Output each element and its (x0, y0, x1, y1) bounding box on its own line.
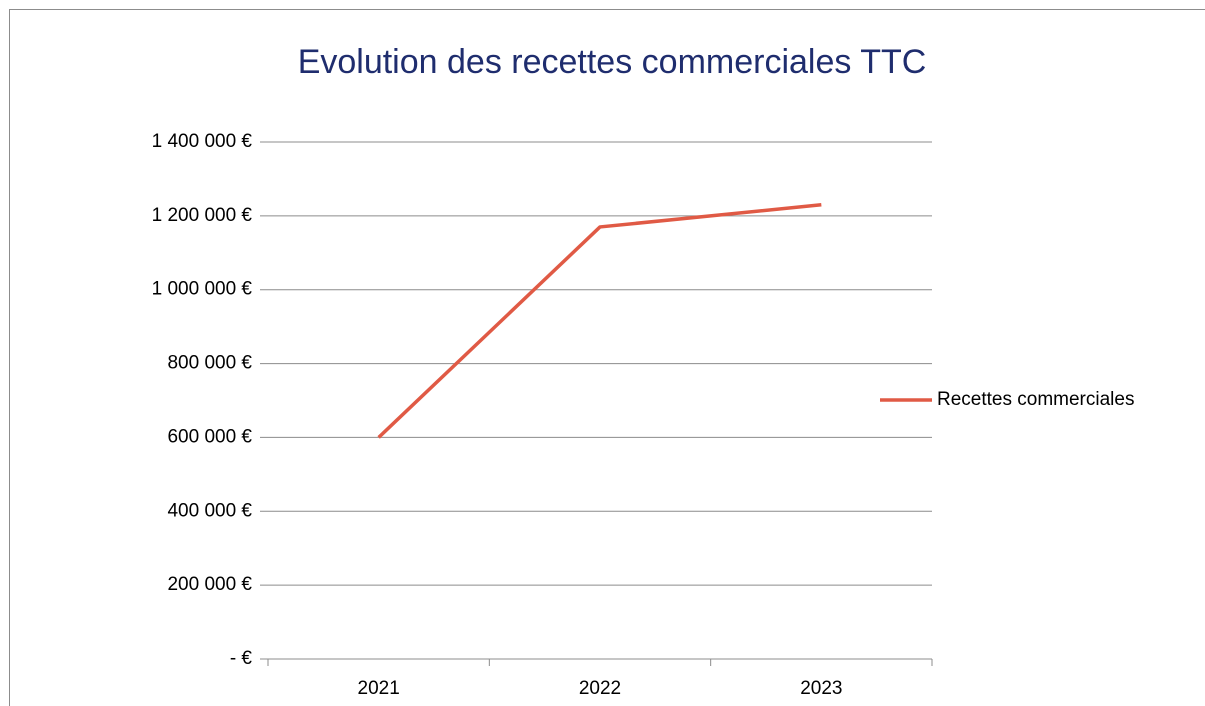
chart-border (9, 9, 1205, 706)
x-tick-label: 2021 (358, 678, 400, 699)
data-line (377, 203, 822, 439)
y-tick-label: 800 000 € (167, 353, 252, 374)
y-tick-label: 1 200 000 € (152, 205, 253, 226)
y-tick-label: 600 000 € (167, 426, 252, 447)
legend-label: Recettes commerciales (937, 389, 1134, 410)
x-tick-label: 2023 (800, 678, 842, 699)
y-tick-label: 200 000 € (167, 574, 252, 595)
y-tick-label: 1 000 000 € (152, 279, 253, 300)
chart-title: Evolution des recettes commerciales TTC (298, 43, 927, 81)
x-tick-label: 2022 (579, 678, 621, 699)
y-tick-label: 400 000 € (167, 500, 252, 521)
y-tick-label: 1 400 000 € (152, 131, 253, 152)
y-tick-label: - € (230, 648, 253, 669)
